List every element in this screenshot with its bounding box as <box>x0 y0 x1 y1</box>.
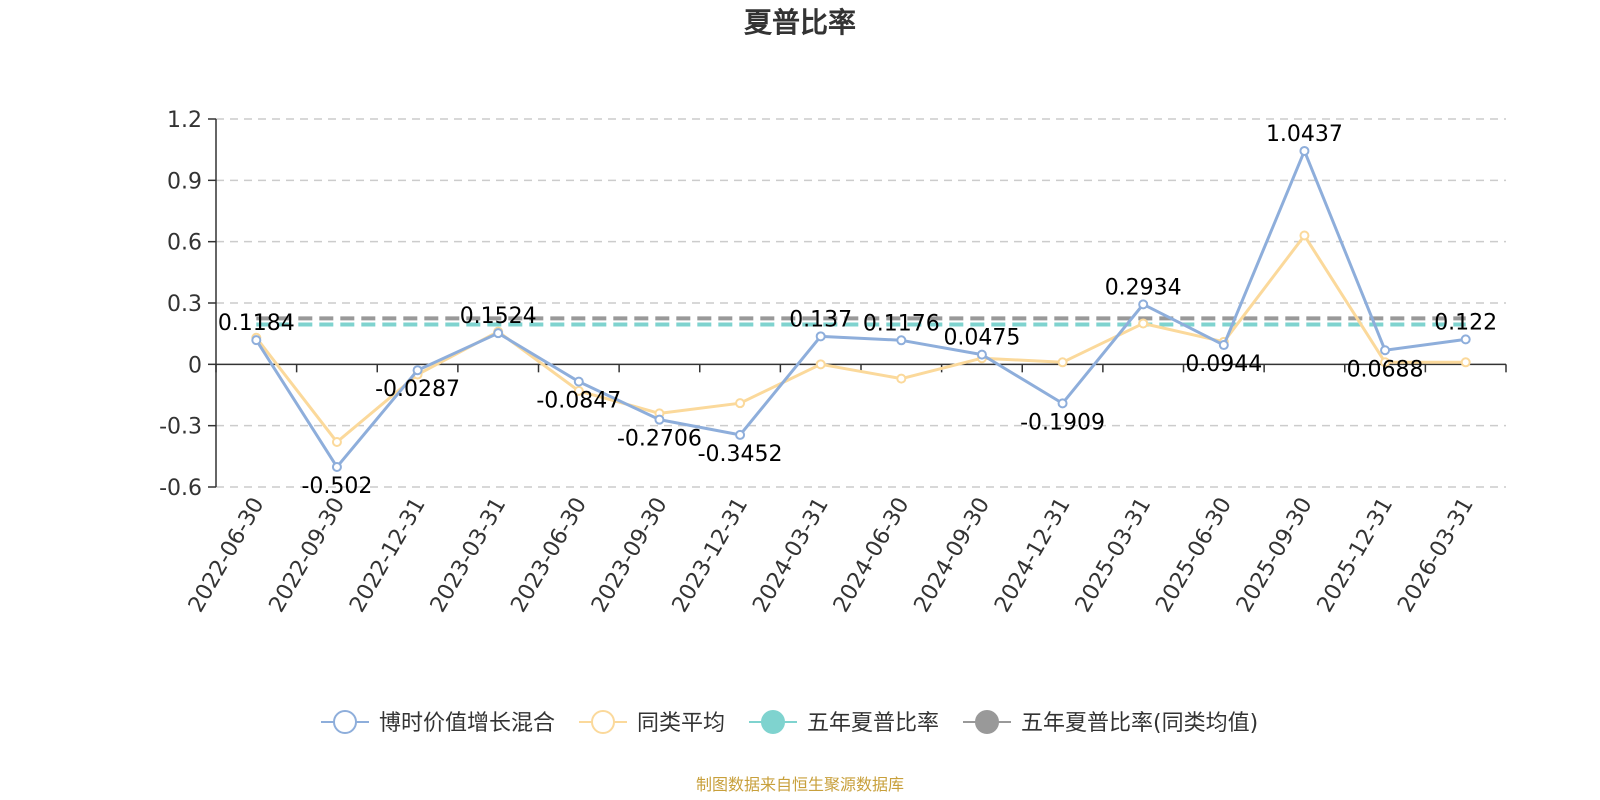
data-point <box>1057 357 1068 368</box>
data-label: 0.1524 <box>460 304 537 329</box>
x-tick-labels: 2022-06-302022-09-302022-12-312023-03-31… <box>184 494 1479 617</box>
x-tick-label: 2024-06-30 <box>829 494 915 617</box>
data-point <box>1460 357 1471 368</box>
data-label: 0.1176 <box>863 311 940 336</box>
legend-marker <box>333 710 357 734</box>
x-tick-label: 2024-03-31 <box>748 494 834 617</box>
data-point <box>573 376 584 387</box>
data-labels: 0.1184-0.502-0.02870.1524-0.0847-0.2706-… <box>218 122 1497 499</box>
data-point <box>1138 318 1149 329</box>
y-tick-labels: 1.2 0.9 0.6 0.3 0 -0.3 -0.6 <box>159 108 202 501</box>
data-point <box>896 335 907 346</box>
data-point <box>251 335 262 346</box>
data-point <box>573 385 584 396</box>
legend-label: 同类平均 <box>637 711 725 736</box>
data-label: 0.0688 <box>1347 357 1424 382</box>
data-label: -0.3452 <box>698 442 783 467</box>
y-tick-label: 0.9 <box>167 169 202 194</box>
data-point <box>1299 230 1310 241</box>
x-tick-label: 2025-12-31 <box>1313 494 1399 617</box>
data-point <box>654 414 665 425</box>
data-point <box>1460 334 1471 345</box>
data-point <box>493 328 504 339</box>
grid-lines <box>216 118 1506 488</box>
data-point <box>896 373 907 384</box>
x-tick-label: 2023-03-31 <box>426 494 512 617</box>
data-label: -0.0287 <box>375 377 460 402</box>
x-tick-label: 2024-12-31 <box>990 494 1076 617</box>
legend-label: 五年夏普比率 <box>807 711 939 736</box>
data-label: -0.0847 <box>536 389 621 414</box>
x-tick-label: 2023-09-30 <box>587 494 673 617</box>
x-tick-label: 2022-09-30 <box>265 494 351 617</box>
x-tick-label: 2025-03-31 <box>1071 494 1157 617</box>
x-tick-label: 2024-09-30 <box>910 494 996 617</box>
data-label: 0.0944 <box>1185 352 1262 377</box>
legend-item[interactable]: 同类平均 <box>579 710 725 736</box>
data-point <box>1380 345 1391 356</box>
series-line <box>255 149 1466 469</box>
data-point <box>1299 145 1310 156</box>
data-point <box>1138 299 1149 310</box>
y-tick-label: 0.6 <box>167 231 202 256</box>
legend-marker <box>975 710 999 734</box>
x-tick-label: 2025-06-30 <box>1151 494 1237 617</box>
y-tick-label: -0.3 <box>159 415 202 440</box>
series-lines <box>251 145 1471 472</box>
data-point <box>976 349 987 360</box>
y-tick-label: 0.3 <box>167 292 202 317</box>
data-point <box>331 437 342 448</box>
data-label: -0.2706 <box>617 427 702 452</box>
x-tick-label: 2022-06-30 <box>184 494 270 617</box>
legend-marker <box>761 710 785 734</box>
data-label: 0.1184 <box>218 311 295 336</box>
y-tick-label: 0 <box>188 353 202 378</box>
x-tick-label: 2023-06-30 <box>506 494 592 617</box>
data-label: 0.0475 <box>943 326 1020 351</box>
data-point <box>412 365 423 376</box>
legend-item[interactable]: 五年夏普比率 <box>749 710 939 736</box>
data-point <box>735 398 746 409</box>
data-point <box>815 359 826 370</box>
x-tick-label: 2025-09-30 <box>1232 494 1318 617</box>
legend[interactable]: 博时价值增长混合 同类平均 五年夏普比率 五年夏普比率(同类均值) <box>321 710 1258 736</box>
data-point <box>735 429 746 440</box>
data-point <box>1380 357 1391 368</box>
data-label: 0.2934 <box>1105 275 1182 300</box>
data-point <box>1218 340 1229 351</box>
legend-label: 博时价值增长混合 <box>379 711 555 736</box>
data-label: 0.137 <box>789 307 852 332</box>
legend-marker <box>591 710 615 734</box>
y-tick-label: 1.2 <box>167 108 202 133</box>
chart-title: 夏普比率 <box>744 6 856 39</box>
x-tick-label: 2023-12-31 <box>668 494 754 617</box>
legend-item[interactable]: 五年夏普比率(同类均值) <box>963 710 1258 736</box>
data-label: 0.122 <box>1434 310 1497 335</box>
data-label: 1.0437 <box>1266 122 1343 147</box>
data-label: -0.1909 <box>1020 410 1105 435</box>
data-point <box>815 331 826 342</box>
data-label: -0.502 <box>301 474 372 499</box>
data-point <box>331 461 342 472</box>
legend-label: 五年夏普比率(同类均值) <box>1021 711 1258 736</box>
source-note: 制图数据来自恒生聚源数据库 <box>696 775 904 794</box>
x-tick-label: 2026-03-31 <box>1393 494 1479 617</box>
x-tick-label: 2022-12-31 <box>345 494 431 617</box>
y-tick-label: -0.6 <box>159 476 202 501</box>
reference-lines <box>256 316 1466 327</box>
data-point <box>1057 398 1068 409</box>
legend-item[interactable]: 博时价值增长混合 <box>321 710 555 736</box>
